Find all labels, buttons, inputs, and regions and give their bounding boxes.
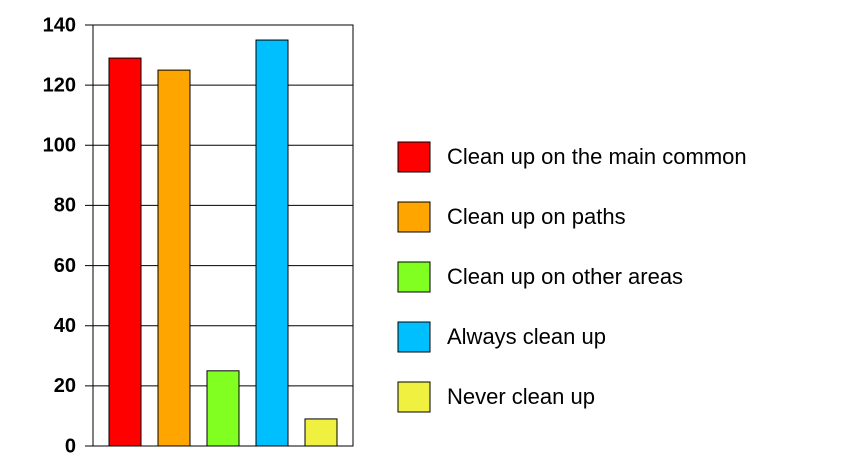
y-tick-label: 20 [54, 375, 76, 397]
legend-label: Clean up on other areas [447, 264, 683, 289]
y-tick-label: 140 [43, 14, 76, 36]
bar [255, 39, 289, 447]
legend-swatch [397, 141, 431, 173]
legend-swatch [397, 381, 431, 413]
legend-label: Clean up on paths [447, 204, 626, 229]
y-tick-label: 40 [54, 315, 76, 337]
legend-swatch [397, 201, 431, 233]
bar [157, 69, 191, 447]
y-tick-label: 120 [43, 74, 76, 96]
y-tick-label: 60 [54, 255, 76, 277]
legend-swatch [397, 321, 431, 353]
legend-label: Clean up on the main common [447, 144, 747, 169]
bar [304, 418, 338, 447]
bar [108, 57, 142, 447]
y-tick-label: 80 [54, 195, 76, 217]
legend-swatch [397, 261, 431, 293]
bar [206, 370, 240, 447]
y-tick-label: 100 [43, 135, 76, 157]
legend-label: Always clean up [447, 324, 606, 349]
legend-label: Never clean up [447, 384, 595, 409]
y-tick-label: 0 [65, 435, 76, 456]
